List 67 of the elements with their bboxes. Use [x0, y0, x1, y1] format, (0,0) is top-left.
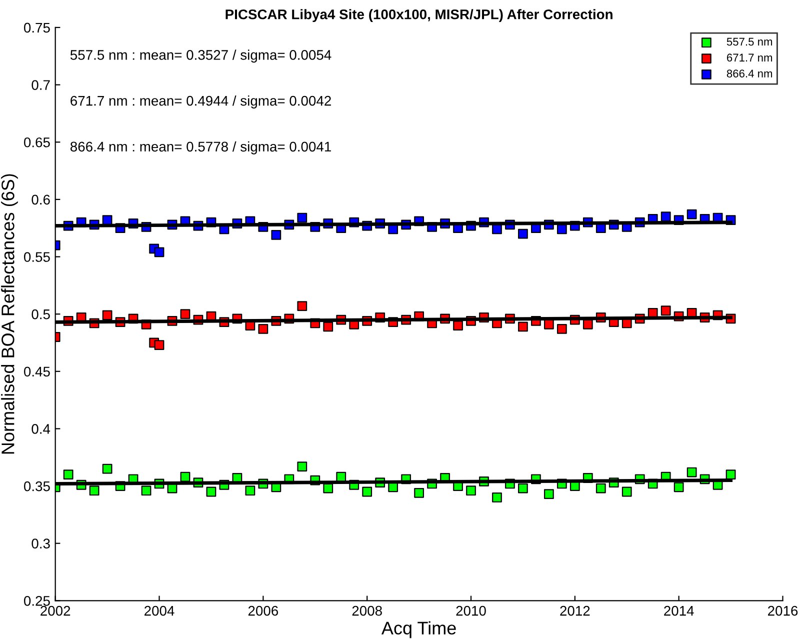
- point: [544, 489, 554, 499]
- point: [323, 483, 334, 494]
- x-tick-label: 2014: [664, 606, 694, 616]
- y-tick-label: 0.4: [32, 424, 50, 434]
- point: [154, 247, 164, 258]
- point: [556, 324, 567, 334]
- point: [686, 467, 697, 478]
- point: [271, 230, 282, 240]
- legend-label: 866.4 nm: [726, 70, 772, 78]
- y-tick-label: 0.6: [32, 194, 50, 205]
- point: [414, 488, 424, 498]
- point: [63, 470, 74, 480]
- point: [297, 462, 308, 472]
- point: [102, 310, 112, 320]
- x-tick-label: 2010: [456, 606, 486, 616]
- point: [518, 483, 528, 494]
- point: [453, 320, 463, 330]
- point: [518, 322, 528, 332]
- x-tick-label: 2006: [248, 606, 278, 616]
- y-tick-label: 0.55: [24, 252, 50, 262]
- point: [245, 486, 256, 496]
- point: [89, 486, 100, 496]
- point: [492, 492, 502, 502]
- y-tick-label: 0.35: [24, 481, 50, 492]
- point: [180, 472, 190, 482]
- x-tick-label: 2016: [768, 606, 798, 616]
- y-axis-title: Normalised BOA Reflectances (6S): [1, 174, 18, 454]
- point: [556, 224, 567, 234]
- y-tick-label: 0.7: [32, 80, 50, 90]
- y-tick-label: 0.25: [24, 596, 50, 606]
- annotation: 557.5 nm : mean= 0.3527 / sigma= 0.0054: [70, 50, 332, 63]
- point: [297, 301, 308, 311]
- y-tick-label: 0.3: [32, 538, 50, 549]
- y-tick-label: 0.75: [24, 22, 50, 33]
- point: [660, 212, 671, 222]
- point: [674, 482, 684, 492]
- point: [258, 324, 268, 334]
- point: [686, 209, 697, 220]
- y-tick-label: 0.5: [32, 309, 50, 320]
- point: [544, 319, 554, 330]
- point: [622, 486, 632, 497]
- legend-label: 671.7 nm: [726, 54, 772, 62]
- point: [582, 319, 593, 330]
- annotation: 671.7 nm : mean= 0.4944 / sigma= 0.0042: [70, 96, 331, 108]
- y-tick-label: 0.65: [24, 137, 50, 148]
- chart-title: PICSCAR Libya4 Site (100x100, MISR/JPL) After Correction: [226, 9, 612, 22]
- point: [206, 486, 216, 497]
- point: [596, 483, 606, 494]
- annotation: 866.4 nm : mean= 0.5778 / sigma= 0.0041: [70, 141, 331, 154]
- point: [726, 470, 736, 480]
- point: [102, 464, 112, 474]
- point: [518, 228, 528, 239]
- point: [362, 486, 372, 497]
- point: [660, 306, 671, 316]
- x-tick-label: 2008: [352, 606, 382, 616]
- legend-label: 557.5 nm: [726, 38, 772, 46]
- point: [154, 340, 164, 350]
- x-tick-label: 2002: [40, 606, 70, 616]
- point: [323, 322, 334, 332]
- x-axis-title: Acq Time: [381, 621, 456, 638]
- y-tick-label: 0.45: [24, 366, 50, 377]
- point: [180, 309, 190, 320]
- point: [466, 486, 476, 496]
- x-tick-label: 2012: [560, 606, 590, 616]
- point: [297, 212, 308, 223]
- point: [141, 486, 152, 496]
- x-tick-label: 2004: [144, 606, 174, 616]
